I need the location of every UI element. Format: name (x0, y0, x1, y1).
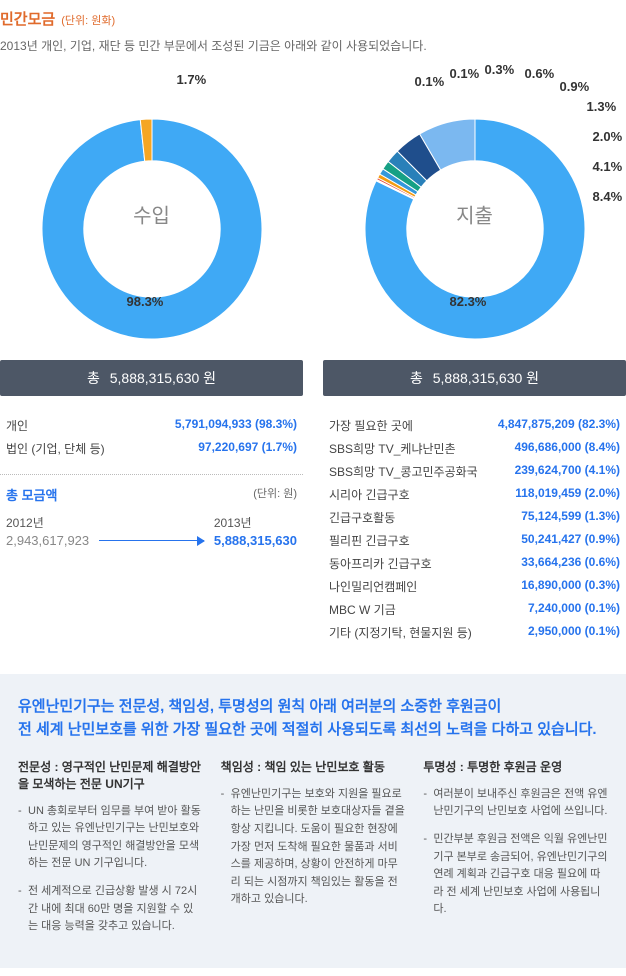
row-value: 50,241,427 (0.9%) (521, 532, 620, 549)
headline-line2: 전 세계 난민보호를 위한 가장 필요한 곳에 적절히 사용되도록 최선의 노력… (18, 721, 597, 738)
row-value: 75,124,599 (1.3%) (521, 509, 620, 526)
row-label: 긴급구호활동 (329, 509, 395, 526)
row-label: 필리핀 긴급구호 (329, 532, 410, 549)
intro-text: 2013년 개인, 기업, 재단 등 민간 부문에서 조성된 기금은 아래와 같… (0, 37, 626, 54)
callout-label: 98.3% (127, 294, 164, 309)
total-fund-title: 총 모금액 (6, 485, 57, 504)
row-value: 4,847,875,209 (82.3%) (498, 417, 620, 434)
column-para: 유엔난민기구는 보호와 지원을 필요로 하는 난민을 비롯한 보호대상자들 곁을… (221, 786, 406, 909)
table-row: SBS희망 TV_콩고민주공화국 239,624,700 (4.1%) (329, 460, 620, 483)
expense-block: 지출 0.1%0.1%0.3%0.6%0.9%1.3%2.0%4.1%8.4%8… (323, 74, 626, 644)
expense-center-label: 지출 (456, 200, 493, 229)
separator (0, 474, 303, 475)
callout-label: 0.3% (485, 62, 515, 77)
table-row: 법인 (기업, 단체 등) 97,220,697 (1.7%) (6, 437, 297, 460)
expense-total-prefix: 총 (410, 370, 423, 386)
prev-amount: 2,943,617,923 (6, 533, 89, 548)
arrow-indicator (89, 522, 214, 541)
column-para: UN 총회로부터 임무를 부여 받아 활동하고 있는 유엔난민기구는 난민보호와… (18, 803, 203, 873)
cur-year: 2013년 (214, 514, 297, 531)
income-block: 수입 1.7% 98.3% 총 5,888,315,630 원 개인 5,791,0… (0, 74, 303, 644)
row-value: 5,791,094,933 (98.3%) (175, 417, 297, 434)
row-label: SBS희망 TV_케냐난민촌 (329, 440, 456, 457)
headline-line1: 유엔난민기구는 전문성, 책임성, 투명성의 원칙 아래 여러분의 소중한 후원… (18, 698, 501, 715)
column-para: 민간부분 후원금 전액은 익월 유엔난민기구 본부로 송금되어, 유엔난민기구의… (423, 831, 608, 919)
expense-total-value: 5,888,315,630 원 (433, 370, 539, 386)
callout-label: 1.7% (177, 72, 207, 87)
table-row: 필리핀 긴급구호 50,241,427 (0.9%) (329, 529, 620, 552)
row-value: 118,019,459 (2.0%) (515, 486, 620, 503)
column-para: 전 세계적으로 긴급상황 발생 시 72시간 내에 최대 60만 명을 지원할 … (18, 883, 203, 936)
table-row: 동아프리카 긴급구호 33,664,236 (0.6%) (329, 552, 620, 575)
column-body: 여러분이 보내주신 후원금은 전액 유엔난민기구의 난민보호 사업에 쓰입니다.… (423, 786, 608, 919)
table-row: 기타 (지정기탁, 현물지원 등) 2,950,000 (0.1%) (329, 621, 620, 644)
row-label: 가장 필요한 곳에 (329, 417, 413, 434)
expense-donut-wrap: 지출 0.1%0.1%0.3%0.6%0.9%1.3%2.0%4.1%8.4%8… (335, 74, 615, 354)
table-row: 시리아 긴급구호 118,019,459 (2.0%) (329, 483, 620, 506)
table-row: 긴급구호활동 75,124,599 (1.3%) (329, 506, 620, 529)
row-value: 16,890,000 (0.3%) (521, 578, 620, 595)
column-head: 전문성 : 영구적인 난민문제 해결방안을 모색하는 전문 UN기구 (18, 759, 203, 793)
info-column: 전문성 : 영구적인 난민문제 해결방안을 모색하는 전문 UN기구 UN 총회로… (18, 759, 203, 946)
row-value: 33,664,236 (0.6%) (521, 555, 620, 572)
callout-label: 1.3% (587, 99, 617, 114)
total-fund-unit: (단위: 원) (253, 485, 297, 504)
total-fund-block: 총 모금액 (단위: 원) 2012년 2,943,617,923 2013년 … (0, 485, 303, 548)
table-row: 나인밀리언캠페인 16,890,000 (0.3%) (329, 575, 620, 598)
column-head: 투명성 : 투명한 후원금 운영 (423, 759, 608, 776)
income-total-prefix: 총 (87, 370, 100, 386)
columns-row: 전문성 : 영구적인 난민문제 해결방안을 모색하는 전문 UN기구 UN 총회로… (18, 759, 608, 946)
table-row: 개인 5,791,094,933 (98.3%) (6, 414, 297, 437)
row-value: 239,624,700 (4.1%) (515, 463, 620, 480)
cur-amount: 5,888,315,630 (214, 533, 297, 548)
column-head: 책임성 : 책임 있는 난민보호 활동 (221, 759, 406, 776)
callout-label: 0.9% (560, 79, 590, 94)
callout-label: 82.3% (450, 294, 487, 309)
row-label: 동아프리카 긴급구호 (329, 555, 432, 572)
title-unit: (단위: 원화) (61, 12, 115, 28)
callout-label: 8.4% (593, 189, 623, 204)
income-center-label: 수입 (133, 200, 170, 229)
row-label: MBC W 기금 (329, 601, 396, 618)
row-label: SBS희망 TV_콩고민주공화국 (329, 463, 478, 480)
row-label: 기타 (지정기탁, 현물지원 등) (329, 624, 472, 641)
prev-year: 2012년 (6, 514, 89, 531)
row-label: 개인 (6, 417, 28, 434)
band-headline: 유엔난민기구는 전문성, 책임성, 투명성의 원칙 아래 여러분의 소중한 후원… (18, 696, 608, 741)
row-label: 법인 (기업, 단체 등) (6, 440, 105, 457)
column-body: 유엔난민기구는 보호와 지원을 필요로 하는 난민을 비롯한 보호대상자들 곁을… (221, 786, 406, 909)
expense-table: 가장 필요한 곳에 4,847,875,209 (82.3%) SBS희망 TV_케… (323, 414, 626, 644)
row-label: 나인밀리언캠페인 (329, 578, 417, 595)
table-row: 가장 필요한 곳에 4,847,875,209 (82.3%) (329, 414, 620, 437)
callout-label: 0.1% (450, 66, 480, 81)
main-title: 민간모금 (0, 8, 55, 29)
callout-label: 0.1% (415, 74, 445, 89)
row-value: 97,220,697 (1.7%) (198, 440, 297, 457)
income-total-value: 5,888,315,630 원 (110, 370, 216, 386)
row-value: 2,950,000 (0.1%) (528, 624, 620, 641)
row-label: 시리아 긴급구호 (329, 486, 410, 503)
column-body: UN 총회로부터 임무를 부여 받아 활동하고 있는 유엔난민기구는 난민보호와… (18, 803, 203, 936)
info-column: 책임성 : 책임 있는 난민보호 활동유엔난민기구는 보호와 지원을 필요로 하… (221, 759, 406, 946)
column-para: 여러분이 보내주신 후원금은 전액 유엔난민기구의 난민보호 사업에 쓰입니다. (423, 786, 608, 821)
row-value: 496,686,000 (8.4%) (515, 440, 620, 457)
row-value: 7,240,000 (0.1%) (528, 601, 620, 618)
callout-label: 0.6% (525, 66, 555, 81)
expense-total-bar: 총 5,888,315,630 원 (323, 360, 626, 396)
income-table: 개인 5,791,094,933 (98.3%) 법인 (기업, 단체 등) 97,2… (0, 414, 303, 460)
callout-label: 4.1% (593, 159, 623, 174)
income-donut-wrap: 수입 1.7% 98.3% (12, 74, 292, 354)
info-band: 유엔난민기구는 전문성, 책임성, 투명성의 원칙 아래 여러분의 소중한 후원… (0, 674, 626, 968)
callout-label: 2.0% (593, 129, 623, 144)
table-row: SBS희망 TV_케냐난민촌 496,686,000 (8.4%) (329, 437, 620, 460)
income-total-bar: 총 5,888,315,630 원 (0, 360, 303, 396)
info-column: 투명성 : 투명한 후원금 운영여러분이 보내주신 후원금은 전액 유엔난민기구… (423, 759, 608, 946)
table-row: MBC W 기금 7,240,000 (0.1%) (329, 598, 620, 621)
